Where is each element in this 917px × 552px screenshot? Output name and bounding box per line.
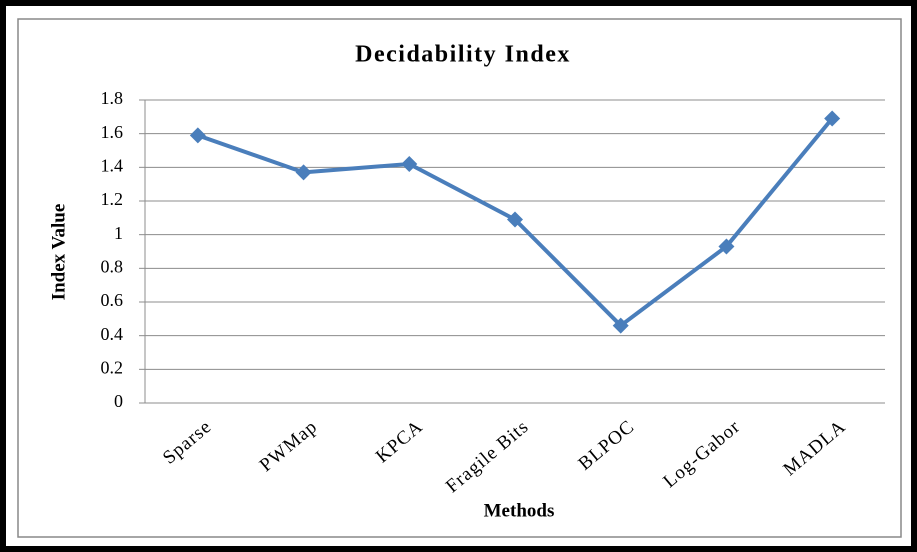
data-marker [401, 155, 418, 172]
data-marker [612, 317, 629, 334]
y-tick-label: 0.6 [101, 290, 124, 310]
y-tick-label: 1.6 [101, 122, 124, 142]
chart-frame [17, 18, 902, 538]
y-tick-label: 0.8 [101, 256, 124, 276]
y-axis-label: Index Value [48, 204, 69, 301]
chart-title: Decidability Index [355, 42, 571, 68]
data-marker [295, 164, 312, 181]
y-tick-label: 1.2 [101, 189, 124, 209]
y-tick-label: 1.8 [101, 88, 124, 108]
data-marker [507, 211, 523, 228]
data-marker [824, 110, 841, 127]
y-tick-label: 1.4 [101, 155, 124, 175]
y-tick-label: 0 [114, 391, 123, 411]
y-tick-label: 1 [114, 223, 123, 243]
y-tick-label: 0.4 [101, 324, 124, 344]
x-axis-label: Methods [484, 500, 555, 521]
y-tick-label: 0.2 [101, 357, 124, 377]
data-marker [718, 238, 735, 255]
data-marker [189, 127, 206, 144]
